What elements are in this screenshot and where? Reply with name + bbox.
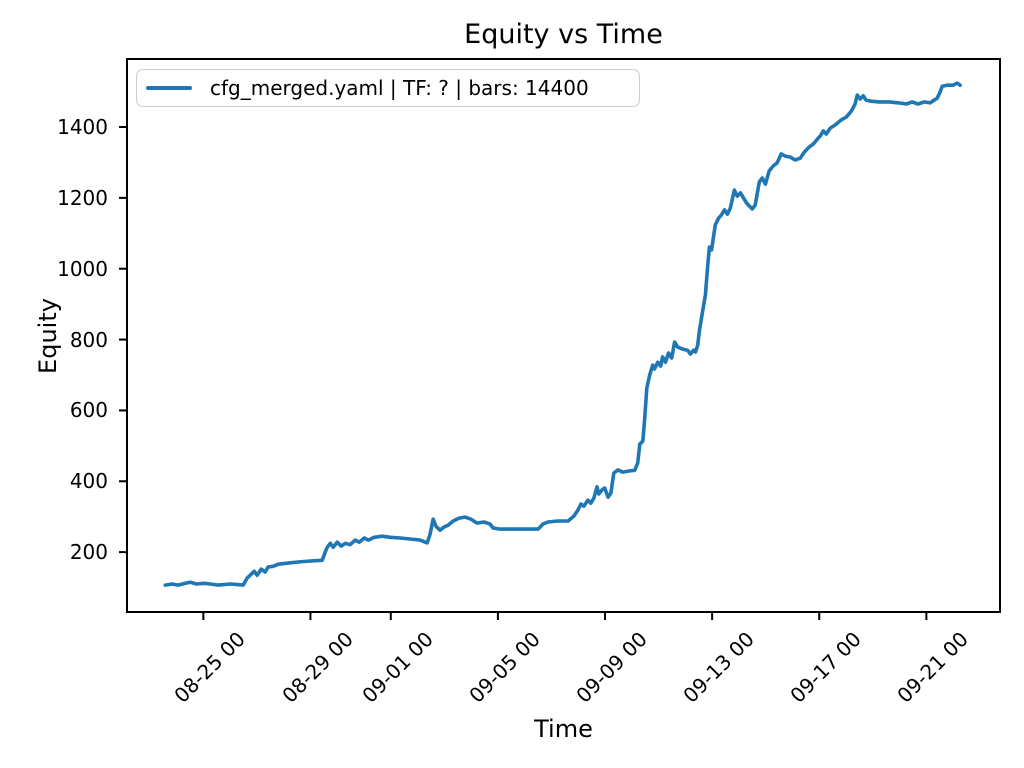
y-tick-label: 1200 [57, 185, 108, 210]
chart-title: Equity vs Time [464, 19, 663, 50]
x-axis-label: Time [534, 715, 593, 743]
axes-frame [126, 58, 1001, 613]
y-tick-label: 600 [69, 398, 108, 423]
y-tick-label: 400 [69, 469, 108, 494]
legend-line-swatch [146, 86, 192, 90]
y-tick-label: 200 [69, 540, 108, 565]
y-tick-label: 800 [69, 327, 108, 352]
equity-line [163, 81, 962, 587]
y-tick-label: 1000 [57, 256, 108, 281]
legend-item-label: cfg_merged.yaml | TF: ? | bars: 14400 [210, 76, 589, 100]
y-tick-label: 1400 [57, 115, 108, 140]
legend-box: cfg_merged.yaml | TF: ? | bars: 14400 [136, 69, 640, 107]
